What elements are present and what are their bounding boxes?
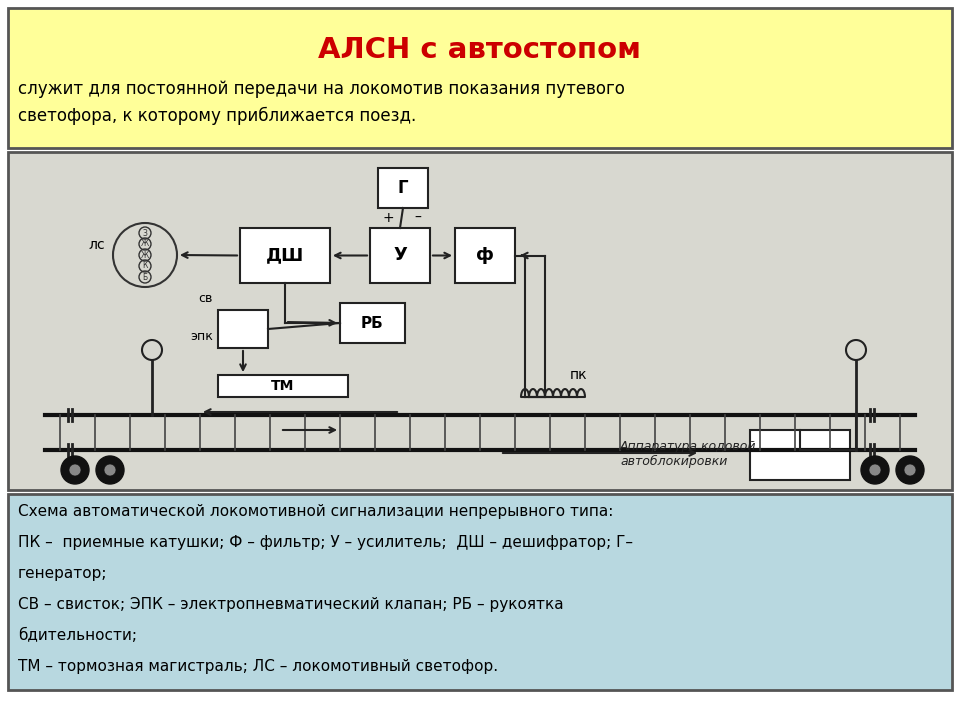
- Text: З: З: [143, 228, 148, 238]
- Bar: [218, 375, 348, 397]
- Text: +: +: [382, 211, 394, 225]
- Circle shape: [896, 456, 924, 484]
- Text: Схема автоматической локомотивной сигнализации непрерывного типа:: Схема автоматической локомотивной сигнал…: [18, 504, 613, 519]
- Circle shape: [61, 456, 89, 484]
- Text: служит для постоянной передачи на локомотив показания путевого
светофора, к кото: служит для постоянной передачи на локомо…: [18, 80, 625, 125]
- Text: АЛСН с автостопом: АЛСН с автостопом: [319, 36, 641, 64]
- Text: Ж: Ж: [141, 251, 149, 259]
- Text: У: У: [393, 246, 407, 264]
- Text: Б: Б: [142, 272, 148, 282]
- Text: св: св: [199, 292, 213, 305]
- Text: эпк: эпк: [190, 330, 213, 343]
- Text: –: –: [415, 211, 421, 225]
- Bar: [8, 152, 952, 490]
- Circle shape: [904, 464, 916, 476]
- Text: ТМ: ТМ: [272, 379, 295, 393]
- Bar: [750, 430, 850, 480]
- Bar: [8, 8, 952, 148]
- Circle shape: [861, 456, 889, 484]
- Bar: [370, 228, 430, 283]
- Circle shape: [96, 456, 124, 484]
- Text: лс: лс: [88, 238, 106, 252]
- Text: Ж: Ж: [141, 240, 149, 248]
- Bar: [240, 228, 330, 283]
- Text: генератор;: генератор;: [18, 566, 108, 581]
- Text: ТМ – тормозная магистраль; ЛС – локомотивный светофор.: ТМ – тормозная магистраль; ЛС – локомоти…: [18, 659, 498, 674]
- Bar: [340, 303, 405, 343]
- Text: ПК –  приемные катушки; Ф – фильтр; У – усилитель;  ДШ – дешифратор; Г–: ПК – приемные катушки; Ф – фильтр; У – у…: [18, 535, 633, 550]
- Text: СВ – свисток; ЭПК – электропневматический клапан; РБ – рукоятка: СВ – свисток; ЭПК – электропневматически…: [18, 597, 564, 612]
- Bar: [378, 168, 428, 208]
- Bar: [218, 310, 268, 348]
- Circle shape: [869, 464, 881, 476]
- Text: Аппаратура кодовой
автоблокировки: Аппаратура кодовой автоблокировки: [620, 440, 756, 468]
- Bar: [8, 494, 952, 690]
- Text: РБ: РБ: [361, 315, 384, 330]
- Circle shape: [69, 464, 81, 476]
- Text: ф: ф: [476, 246, 494, 264]
- Text: Г: Г: [397, 179, 408, 197]
- Text: ДШ: ДШ: [266, 246, 304, 264]
- Circle shape: [104, 464, 116, 476]
- Bar: [455, 228, 515, 283]
- Text: пк: пк: [570, 368, 588, 382]
- Text: бдительности;: бдительности;: [18, 628, 137, 643]
- Text: К: К: [142, 261, 148, 271]
